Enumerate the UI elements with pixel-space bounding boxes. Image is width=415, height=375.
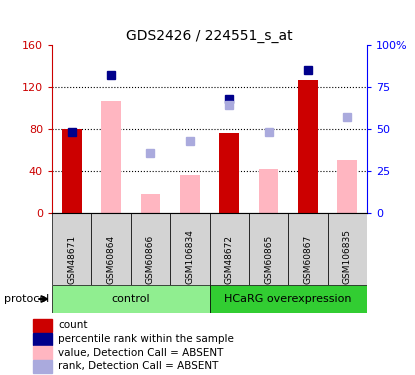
Text: rank, Detection Call = ABSENT: rank, Detection Call = ABSENT <box>58 362 218 371</box>
Bar <box>33 319 52 332</box>
Bar <box>33 333 52 345</box>
Text: GSM48672: GSM48672 <box>225 234 234 284</box>
Bar <box>180 175 200 213</box>
Text: GSM60866: GSM60866 <box>146 234 155 284</box>
Text: GSM60867: GSM60867 <box>303 234 312 284</box>
Text: GSM60864: GSM60864 <box>107 234 115 284</box>
Text: percentile rank within the sample: percentile rank within the sample <box>58 334 234 344</box>
Bar <box>210 213 249 285</box>
Text: protocol: protocol <box>4 294 49 304</box>
Bar <box>288 213 327 285</box>
Bar <box>33 360 52 372</box>
Text: GSM60865: GSM60865 <box>264 234 273 284</box>
Text: control: control <box>112 294 150 304</box>
Text: count: count <box>58 320 88 330</box>
Bar <box>131 213 170 285</box>
Bar <box>52 285 210 313</box>
Bar <box>62 129 81 213</box>
Bar <box>170 213 210 285</box>
Text: GSM106834: GSM106834 <box>186 229 194 284</box>
Bar <box>327 213 367 285</box>
Text: GSM48671: GSM48671 <box>67 234 76 284</box>
Bar <box>249 213 288 285</box>
Bar <box>298 80 318 213</box>
Bar <box>33 346 52 359</box>
Text: HCaRG overexpression: HCaRG overexpression <box>225 294 352 304</box>
Bar <box>52 213 91 285</box>
Text: GSM106835: GSM106835 <box>343 228 352 284</box>
Bar <box>220 133 239 213</box>
Bar <box>259 169 278 213</box>
Title: GDS2426 / 224551_s_at: GDS2426 / 224551_s_at <box>126 28 293 43</box>
Bar <box>91 213 131 285</box>
Bar <box>210 285 367 313</box>
Bar <box>141 194 160 213</box>
Bar <box>101 100 121 213</box>
Text: value, Detection Call = ABSENT: value, Detection Call = ABSENT <box>58 348 223 358</box>
Bar <box>337 160 357 213</box>
